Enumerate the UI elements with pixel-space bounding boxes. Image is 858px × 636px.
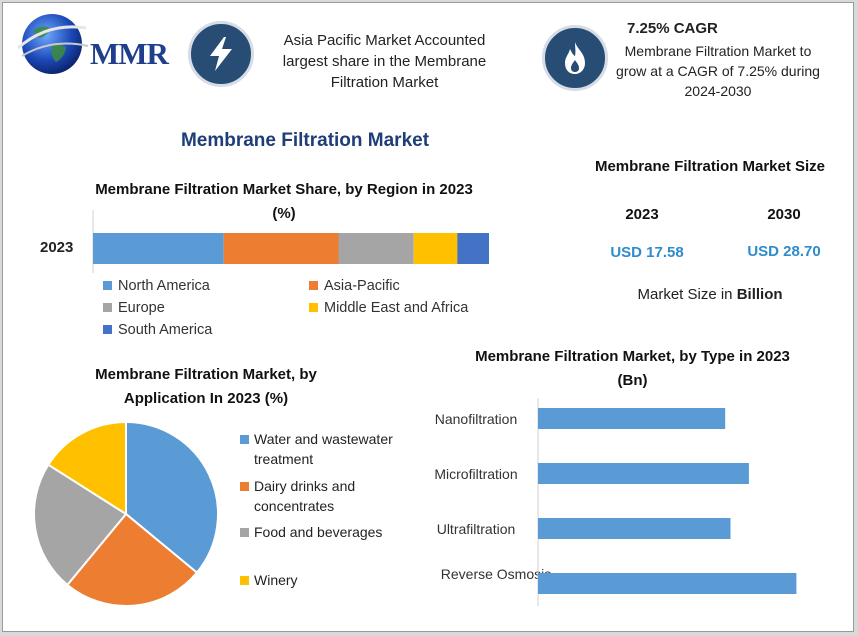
region-category-label: 2023 xyxy=(40,239,74,256)
flame-icon-badge xyxy=(542,25,608,91)
pie-slice-2 xyxy=(33,463,128,587)
logo-text: MMR xyxy=(90,36,169,71)
pie-slice-1 xyxy=(65,512,199,607)
type-bar-3 xyxy=(538,573,797,594)
flame-icon xyxy=(565,42,585,74)
lightning-icon-badge xyxy=(188,21,254,87)
legend-label: Food and beverages xyxy=(254,524,383,540)
legend-label: North America xyxy=(118,278,210,294)
region-bar-segment-3 xyxy=(413,233,458,264)
legend-item-north-america: North America xyxy=(103,278,210,294)
lightning-icon xyxy=(210,37,232,71)
main-title: Membrane Filtration Market xyxy=(180,130,430,151)
legend-label: Winery xyxy=(254,572,298,588)
type-bar-2 xyxy=(538,518,731,539)
legend-label: Dairy drinks and concentrates xyxy=(254,478,356,514)
cagr-text: Membrane Filtration Market to grow at a … xyxy=(616,43,820,99)
market-size-year-2030: 2030 xyxy=(767,206,801,223)
legend-label: Asia-Pacific xyxy=(324,278,400,294)
legend-item-europe: Europe xyxy=(103,300,165,316)
legend-label: South America xyxy=(118,322,213,338)
type-chart-title: Membrane Filtration Market, by Type in 2… xyxy=(475,348,790,389)
legend-item-winery: Winery xyxy=(240,570,420,590)
region-bar-segment-4 xyxy=(457,233,489,264)
application-chart-title: Membrane Filtration Market, by Applicati… xyxy=(95,366,317,407)
region-bar-segment-1 xyxy=(223,233,339,264)
pie-slice-3 xyxy=(46,420,127,516)
type-label-reverse-osmosis: Reverse Osmosis xyxy=(440,566,552,582)
application-pie-chart xyxy=(33,420,219,607)
pie-slice-0 xyxy=(125,420,219,575)
region-highlight-text: Asia Pacific Market Accounted largest sh… xyxy=(282,32,487,91)
type-label-microfiltration: Microfiltration xyxy=(434,466,518,482)
region-legend: North America Asia-Pacific Europe Middle… xyxy=(103,278,503,344)
market-size-note-unit: Billion xyxy=(736,286,783,303)
legend-item-dairy: Dairy drinks and concentrates xyxy=(240,476,420,516)
type-label-nanofiltration: Nanofiltration xyxy=(434,411,518,427)
type-label-ultrafiltration: Ultrafiltration xyxy=(436,521,516,537)
region-bar-segment-2 xyxy=(338,233,414,264)
market-size-note-prefix: Market Size in xyxy=(637,286,737,303)
region-bar-segment-0 xyxy=(93,233,224,264)
region-stacked-bar-chart xyxy=(92,210,489,273)
application-legend: Water and wastewater treatment Dairy dri… xyxy=(240,429,420,599)
legend-label: Middle East and Africa xyxy=(324,300,469,316)
legend-item-middle-east-africa: Middle East and Africa xyxy=(309,300,468,316)
legend-item-asia-pacific: Asia-Pacific xyxy=(309,278,400,294)
legend-item-water: Water and wastewater treatment xyxy=(240,429,420,469)
globe-icon xyxy=(17,14,89,74)
market-size-title: Membrane Filtration Market Size xyxy=(594,158,826,175)
type-bar-1 xyxy=(538,463,749,484)
region-chart-title: Membrane Filtration Market Share, by Reg… xyxy=(95,181,473,222)
mmr-logo: MMR xyxy=(12,8,182,78)
legend-label: Water and wastewater treatment xyxy=(254,431,393,467)
type-bar-chart xyxy=(537,398,797,606)
market-size-value-2030: USD 28.70 xyxy=(747,243,821,260)
market-size-value-2023: USD 17.58 xyxy=(610,244,684,261)
legend-label: Europe xyxy=(118,300,165,316)
market-size-note: Market Size in Billion xyxy=(610,286,810,303)
cagr-title: 7.25% CAGR xyxy=(627,20,718,37)
legend-item-food: Food and beverages xyxy=(240,522,420,542)
legend-item-south-america: South America xyxy=(103,322,212,338)
type-bar-0 xyxy=(538,408,726,429)
market-size-year-2023: 2023 xyxy=(625,206,659,223)
